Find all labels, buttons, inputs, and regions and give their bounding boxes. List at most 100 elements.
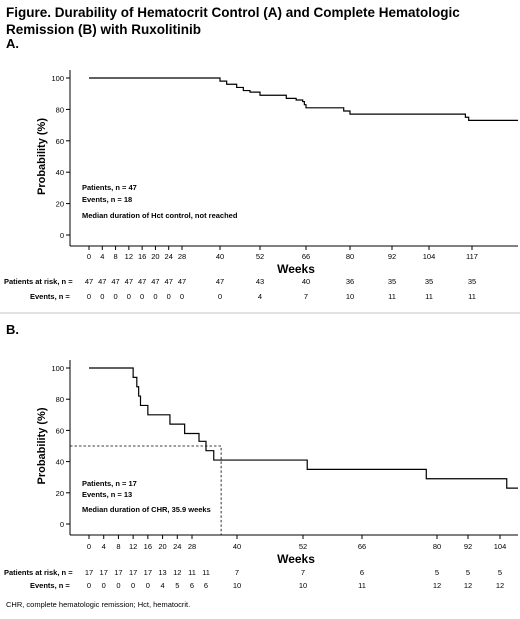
pa-x-tick-label: 104 bbox=[423, 252, 436, 261]
pb-at-risk-value: 5 bbox=[466, 568, 470, 577]
pb-events-value: 10 bbox=[233, 581, 241, 590]
pa-events-value: 0 bbox=[140, 292, 144, 301]
pa-x-tick-label: 52 bbox=[256, 252, 264, 261]
pa-y-tick-label: 40 bbox=[56, 168, 64, 177]
pa-at-risk-value: 43 bbox=[256, 277, 264, 286]
pa-x-tick-label: 0 bbox=[87, 252, 91, 261]
pb-x-tick-label: 28 bbox=[188, 542, 196, 551]
pb-events-value: 5 bbox=[175, 581, 179, 590]
pa-panel-label: A. bbox=[6, 36, 19, 51]
pb-survival-curve bbox=[89, 367, 518, 489]
pb-at-risk-value: 17 bbox=[114, 568, 122, 577]
pb-at-risk-value: 11 bbox=[202, 568, 210, 577]
pb-x-tick-label: 16 bbox=[144, 542, 152, 551]
pb-at-risk-value: 17 bbox=[129, 568, 137, 577]
pb-y-axis-label: Probability (%) bbox=[36, 407, 48, 484]
pa-x-tick-label: 92 bbox=[388, 252, 396, 261]
pa-x-tick-label: 80 bbox=[346, 252, 354, 261]
pb-at-risk-value: 12 bbox=[173, 568, 181, 577]
pb-events-label: Events, n = bbox=[30, 581, 70, 590]
pa-y-tick-label: 0 bbox=[60, 231, 64, 240]
pb-x-tick-label: 0 bbox=[87, 542, 91, 551]
pa-x-tick-label: 117 bbox=[466, 252, 478, 261]
pa-events-value: 0 bbox=[153, 292, 157, 301]
pa-x-tick-label: 12 bbox=[125, 252, 133, 261]
pa-x-tick-label: 16 bbox=[138, 252, 146, 261]
pa-at-risk-value: 35 bbox=[388, 277, 396, 286]
pb-at-risk-value: 5 bbox=[435, 568, 439, 577]
pa-events-value: 11 bbox=[388, 292, 396, 301]
pb-annotation: Median duration of CHR, 35.9 weeks bbox=[82, 505, 211, 514]
pb-annotation: Events, n = 13 bbox=[82, 490, 132, 499]
pa-x-tick-label: 40 bbox=[216, 252, 224, 261]
pb-y-tick-label: 100 bbox=[51, 364, 64, 373]
figure-title: Figure. Durability of Hematocrit Control… bbox=[6, 5, 460, 37]
pb-x-tick-label: 8 bbox=[116, 542, 120, 551]
pa-events-value: 10 bbox=[346, 292, 354, 301]
pb-x-tick-label: 24 bbox=[173, 542, 181, 551]
pb-events-value: 6 bbox=[204, 581, 208, 590]
pa-y-tick-label: 60 bbox=[56, 137, 64, 146]
pa-x-tick-label: 24 bbox=[165, 252, 173, 261]
pb-at-risk-value: 7 bbox=[235, 568, 239, 577]
pb-x-tick-label: 40 bbox=[233, 542, 241, 551]
pa-y-tick-label: 80 bbox=[56, 105, 64, 114]
pb-x-tick-label: 4 bbox=[102, 542, 106, 551]
pb-x-tick-label: 20 bbox=[158, 542, 166, 551]
footnote: CHR, complete hematologic remission; Hct… bbox=[6, 600, 191, 609]
pb-annotation: Patients, n = 17 bbox=[82, 479, 137, 488]
pb-at-risk-value: 7 bbox=[301, 568, 305, 577]
pb-events-value: 11 bbox=[358, 581, 366, 590]
pb-x-axis-label: Weeks bbox=[277, 552, 315, 566]
pa-x-tick-label: 20 bbox=[151, 252, 159, 261]
pa-at-risk-value: 47 bbox=[165, 277, 173, 286]
pa-at-risk-value: 35 bbox=[425, 277, 433, 286]
pa-at-risk-value: 35 bbox=[468, 277, 476, 286]
pb-events-value: 12 bbox=[496, 581, 504, 590]
pa-x-tick-label: 4 bbox=[100, 252, 104, 261]
pa-events-value: 0 bbox=[127, 292, 131, 301]
pb-at-risk-value: 17 bbox=[144, 568, 152, 577]
pa-annotation: Patients, n = 47 bbox=[82, 183, 137, 192]
pa-at-risk-value: 47 bbox=[151, 277, 159, 286]
pb-events-value: 10 bbox=[299, 581, 307, 590]
pa-at-risk-value: 47 bbox=[125, 277, 133, 286]
pb-y-tick-label: 80 bbox=[56, 395, 64, 404]
pb-events-value: 0 bbox=[131, 581, 135, 590]
pa-survival-curve bbox=[89, 77, 518, 121]
pa-x-tick-label: 8 bbox=[113, 252, 117, 261]
pb-y-tick-label: 0 bbox=[60, 520, 64, 529]
pb-at-risk-value: 11 bbox=[188, 568, 196, 577]
pa-annotation: Events, n = 18 bbox=[82, 195, 132, 204]
pa-at-risk-value: 47 bbox=[178, 277, 186, 286]
pa-annotation: Median duration of Hct control, not reac… bbox=[82, 211, 238, 220]
pa-at-risk-value: 47 bbox=[216, 277, 224, 286]
pb-events-value: 0 bbox=[116, 581, 120, 590]
pa-x-tick-label: 66 bbox=[302, 252, 310, 261]
pb-events-value: 6 bbox=[190, 581, 194, 590]
pb-events-value: 0 bbox=[87, 581, 91, 590]
pb-at-risk-value: 13 bbox=[158, 568, 166, 577]
pb-events-value: 12 bbox=[433, 581, 441, 590]
pb-median-line bbox=[70, 445, 222, 535]
pb-events-value: 0 bbox=[146, 581, 150, 590]
pa-events-label: Events, n = bbox=[30, 292, 70, 301]
pb-at-risk-value: 17 bbox=[85, 568, 93, 577]
pa-events-value: 0 bbox=[218, 292, 222, 301]
pa-events-value: 0 bbox=[113, 292, 117, 301]
pa-events-value: 0 bbox=[180, 292, 184, 301]
pb-x-tick-label: 66 bbox=[358, 542, 366, 551]
pa-events-value: 0 bbox=[100, 292, 104, 301]
pb-at-risk-value: 6 bbox=[360, 568, 364, 577]
pb-x-tick-label: 12 bbox=[129, 542, 137, 551]
pb-x-tick-label: 52 bbox=[299, 542, 307, 551]
pa-y-axis-label: Probability (%) bbox=[36, 118, 48, 195]
pb-events-value: 0 bbox=[102, 581, 106, 590]
pa-y-tick-label: 100 bbox=[51, 74, 64, 83]
pa-at-risk-value: 47 bbox=[111, 277, 119, 286]
pa-x-tick-label: 28 bbox=[178, 252, 186, 261]
pb-x-tick-label: 104 bbox=[494, 542, 507, 551]
pb-y-tick-label: 60 bbox=[56, 426, 64, 435]
pb-at-risk-value: 17 bbox=[100, 568, 108, 577]
pb-y-tick-label: 20 bbox=[56, 489, 64, 498]
